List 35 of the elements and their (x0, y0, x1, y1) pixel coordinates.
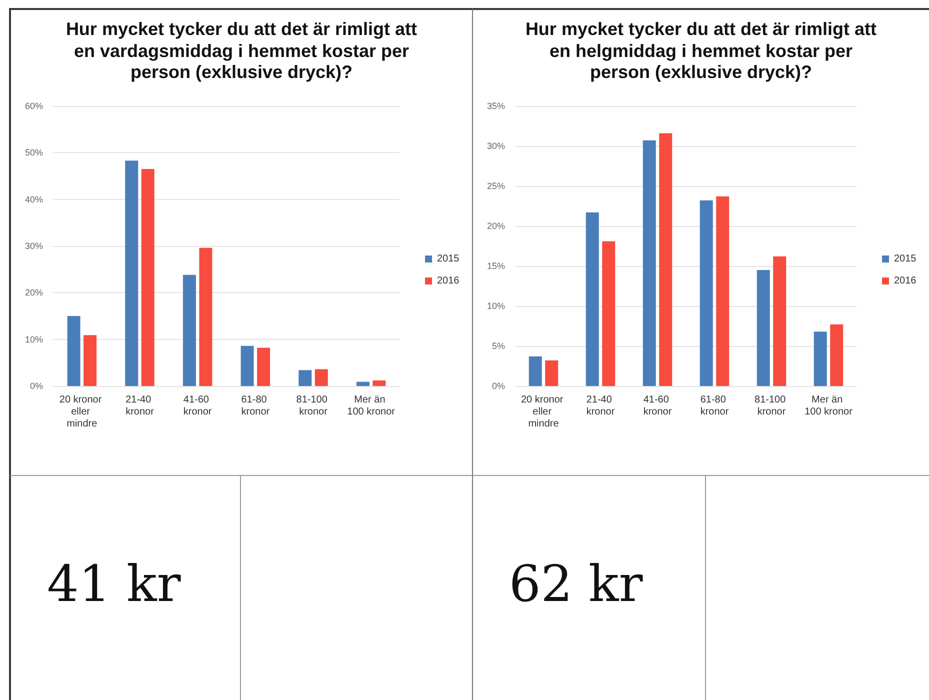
y-tick-label: 30% (24, 241, 43, 251)
x-tick-label: 20 kronor eller mindre (59, 394, 104, 430)
legend-label: 2016 (894, 276, 917, 286)
x-tick-label: 21-40 kronor (586, 394, 616, 418)
y-tick-label: 20% (486, 221, 505, 231)
x-tick-label: 81-100 kronor (296, 394, 330, 418)
x-tick-label: 41-60 kronor (643, 394, 672, 418)
legend-label: 2015 (437, 254, 460, 264)
y-tick-label: 5% (492, 341, 505, 351)
legend-label: 2016 (437, 276, 460, 286)
y-tick-label: 30% (486, 141, 505, 151)
y-tick-label: 0% (30, 381, 43, 391)
legend-label: 2015 (894, 254, 917, 264)
text: 41 kr (47, 555, 181, 613)
y-tick-label: 10% (24, 334, 43, 344)
x-tick-label: 81-100 kronor (754, 394, 788, 418)
x-tick-label: 61-80 kronor (700, 394, 730, 418)
y-tick-label: 0% (492, 381, 505, 391)
y-tick-label: 40% (24, 194, 43, 204)
x-tick-label: 61-80 kronor (241, 394, 270, 418)
x-tick-label: Mer än 100 kronor (804, 394, 854, 418)
y-tick-label: 10% (486, 301, 505, 311)
chart-title: Hur mycket tycker du att det är rimligt att en helgmiddag i hemmet kostar per person (exklusive dryck)? (524, 19, 878, 84)
y-tick-label: 20% (24, 288, 43, 298)
y-tick-label: 25% (486, 181, 505, 191)
y-tick-label: 60% (24, 101, 43, 111)
y-tick-label: 15% (486, 261, 505, 271)
x-tick-label: 20 kronor eller mindre (520, 394, 566, 430)
chart-title: Hur mycket tycker du att det är rimligt att en vardagsmiddag i hemmet kostar per person (exklusive dryck)? (64, 19, 418, 84)
x-tick-label: Mer än 100 kronor (347, 394, 396, 418)
x-tick-label: 21-40 kronor (126, 394, 155, 418)
text: 62 kr (509, 555, 643, 613)
y-tick-label: 35% (486, 101, 505, 111)
x-tick-label: 41-60 kronor (183, 394, 212, 418)
y-tick-label: 50% (24, 148, 43, 158)
